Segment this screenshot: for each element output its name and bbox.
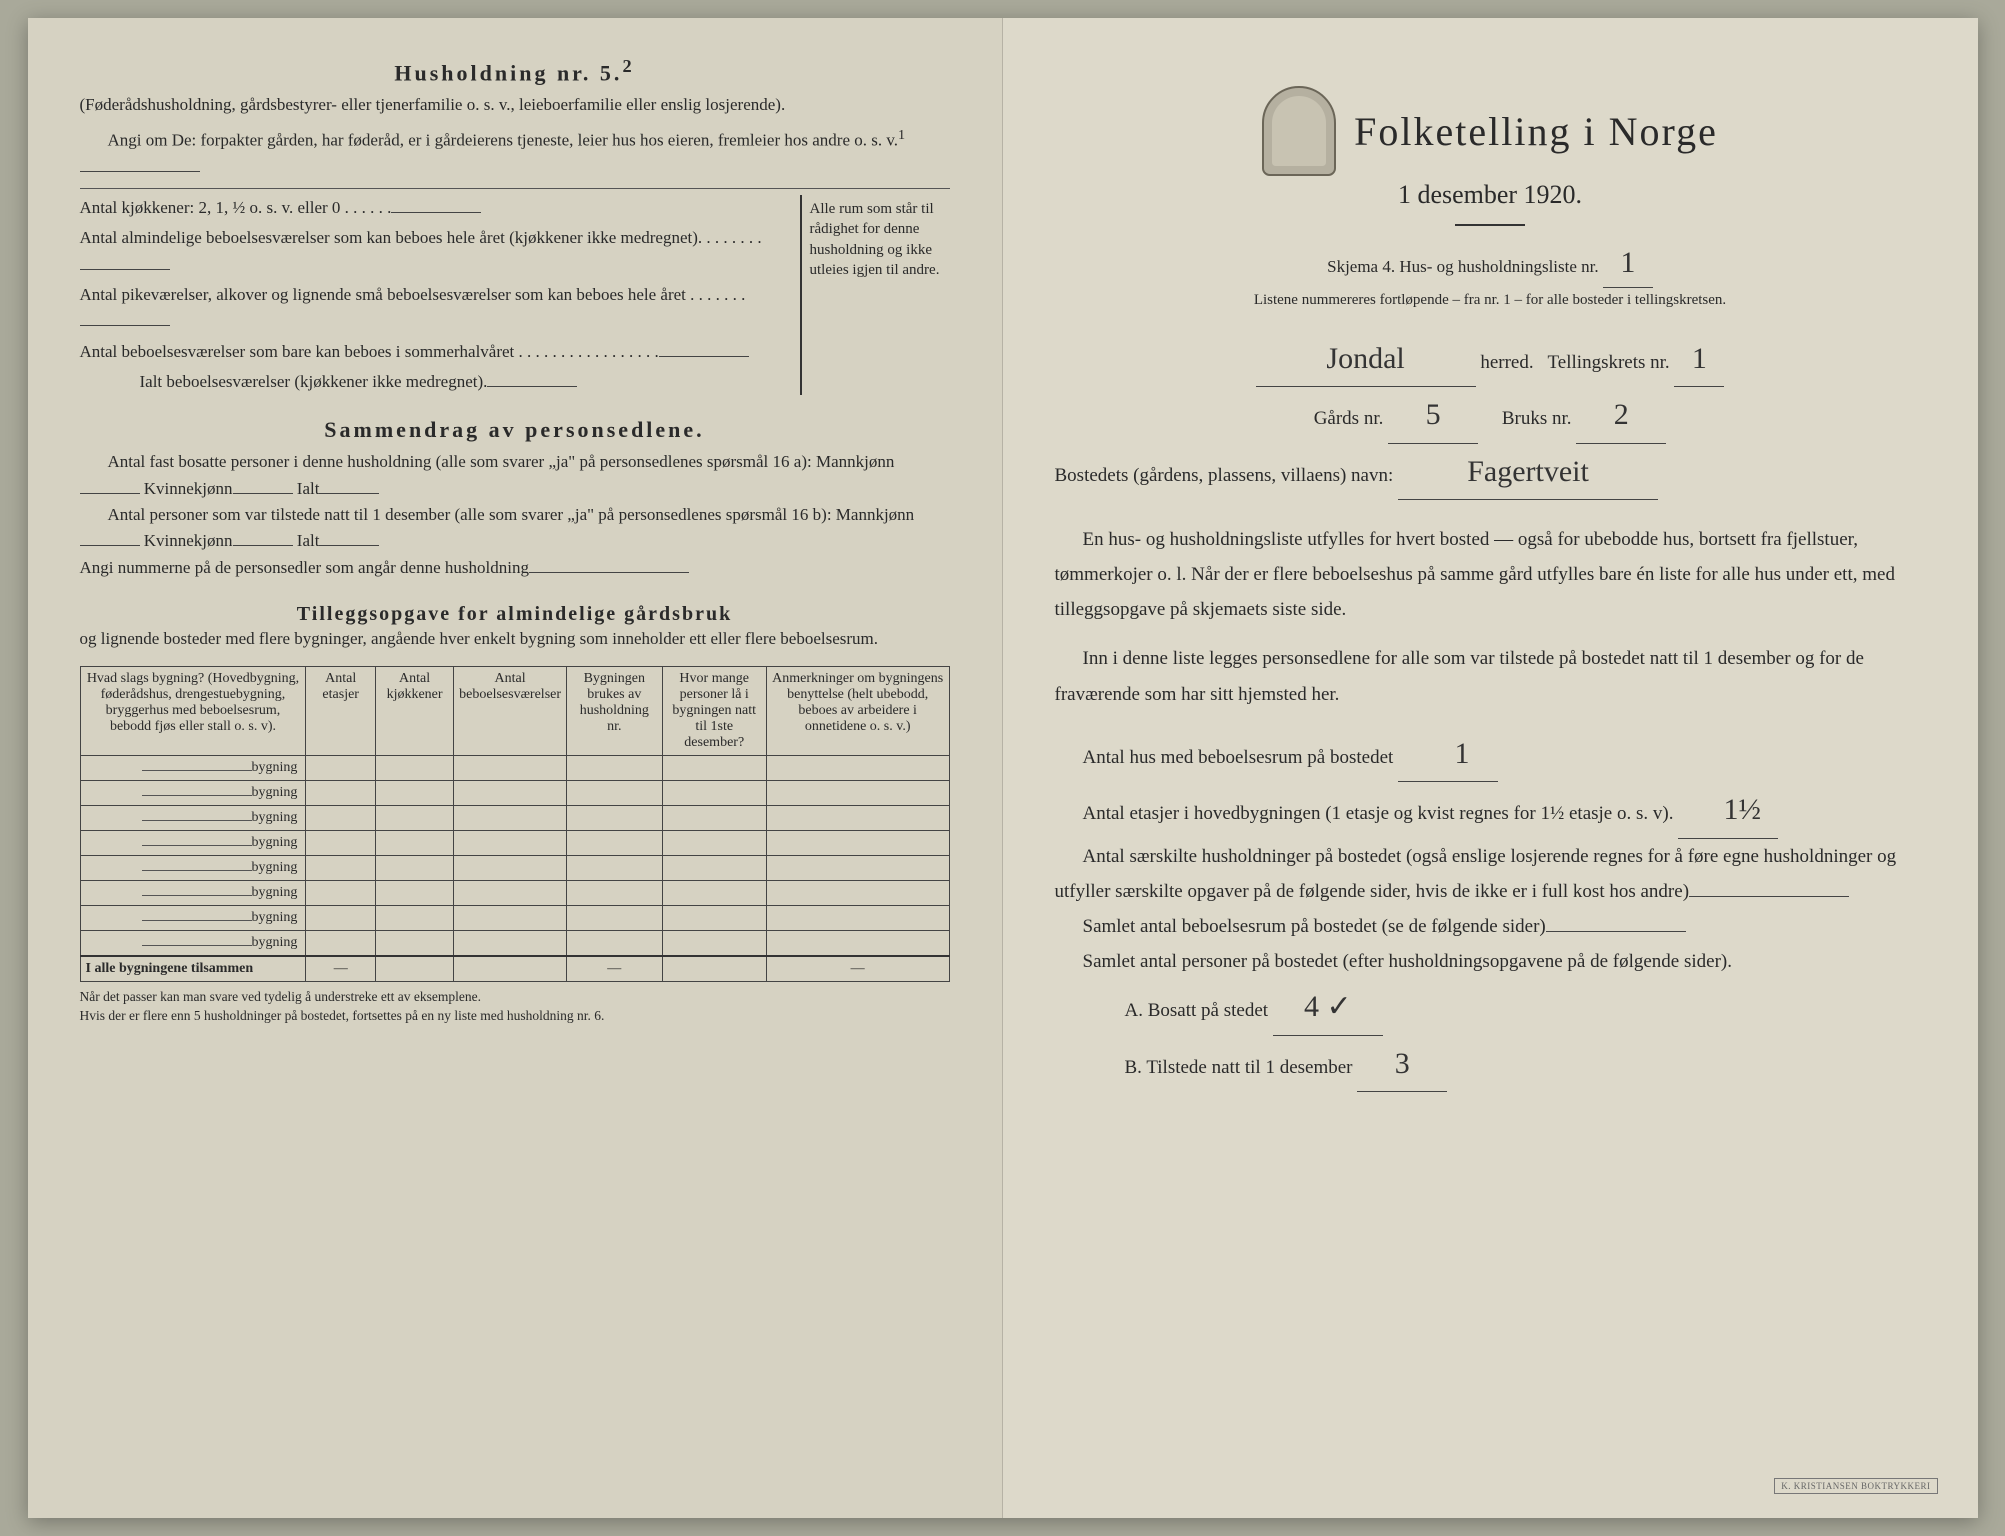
brace-note: Alle rum som står til rådighet for denne…: [800, 195, 950, 395]
antal-hus-value: 1: [1398, 726, 1498, 783]
th-etasjer: Antal etasjer: [306, 667, 376, 756]
bygning-table: Hvad slags bygning? (Hovedbygning, føder…: [80, 666, 950, 982]
tillegg-title: Tilleggsopgave for almindelige gårdsbruk: [297, 603, 732, 625]
tillegg-sub: og lignende bosteder med flere bygninger…: [80, 626, 950, 652]
a-value: 4 ✓: [1273, 979, 1383, 1036]
coat-of-arms-icon: [1262, 86, 1336, 176]
table-row: bygning: [80, 856, 949, 881]
saerskilte-line: Antal særskilte husholdninger på bostede…: [1055, 839, 1926, 909]
th-kjokken: Antal kjøkkener: [375, 667, 453, 756]
samlet-pers-line: Samlet antal personer på bostedet (efter…: [1055, 944, 1926, 979]
antal-hus-line: Antal hus med beboelsesrum på bostedet 1: [1055, 726, 1926, 783]
room-count-block: Antal kjøkkener: 2, 1, ½ o. s. v. eller …: [80, 195, 950, 395]
table-row: bygning: [80, 831, 949, 856]
th-bygning: Hvad slags bygning? (Hovedbygning, føder…: [80, 667, 306, 756]
table-row: bygning: [80, 756, 949, 781]
th-anmerk: Anmerkninger om bygningens benyttelse (h…: [766, 667, 949, 756]
table-row: bygning: [80, 806, 949, 831]
table-row: bygning: [80, 931, 949, 957]
th-personer: Hvor mange personer lå i bygningen natt …: [662, 667, 766, 756]
husholdning5-angi: Angi om De: forpakter gården, har føderå…: [80, 125, 950, 180]
b-line: B. Tilstede natt til 1 desember 3: [1055, 1036, 1926, 1093]
table-row: bygning: [80, 881, 949, 906]
total-label: I alle bygningene tilsammen: [80, 956, 306, 982]
sammendrag-line1: Antal fast bosatte personer i denne hush…: [80, 449, 950, 502]
etasjer-line: Antal etasjer i hovedbygningen (1 etasje…: [1055, 782, 1926, 839]
document-spread: Husholdning nr. 5.2 (Føderådshusholdning…: [28, 18, 1978, 1518]
main-title: Folketelling i Norge: [1354, 108, 1718, 155]
gards-line: Gårds nr. 5 Bruks nr. 2: [1055, 387, 1926, 444]
th-beboelse: Antal beboelsesværelser: [454, 667, 567, 756]
bosted-value: Fagertveit: [1398, 444, 1658, 501]
sammendrag-line3: Angi nummerne på de personsedler som ang…: [80, 555, 950, 581]
skjema-line: Skjema 4. Hus- og husholdningsliste nr. …: [1055, 240, 1926, 288]
listene-note: Listene nummereres fortløpende – fra nr.…: [1055, 292, 1926, 309]
para2: Inn i denne liste legges personsedlene f…: [1055, 641, 1926, 711]
husholdning5-paren: (Føderådshusholdning, gårdsbestyrer- ell…: [80, 92, 950, 118]
samlet-beb-line: Samlet antal beboelsesrum på bostedet (s…: [1055, 909, 1926, 944]
table-row: bygning: [80, 906, 949, 931]
husholdning5-title: Husholdning nr. 5.2: [80, 56, 950, 86]
right-page: Folketelling i Norge 1 desember 1920. Sk…: [1003, 18, 1978, 1518]
sammendrag-line2: Antal personer som var tilstede natt til…: [80, 502, 950, 555]
etasjer-value: 1½: [1678, 782, 1778, 839]
a-line: A. Bosatt på stedet 4 ✓: [1055, 979, 1926, 1036]
left-page: Husholdning nr. 5.2 (Føderådshusholdning…: [28, 18, 1003, 1518]
table-row: bygning: [80, 781, 949, 806]
th-hushold: Bygningen brukes av husholdning nr.: [567, 667, 663, 756]
para1: En hus- og husholdningsliste utfylles fo…: [1055, 522, 1926, 627]
herred-line: Jondal herred. Tellingskrets nr. 1: [1055, 331, 1926, 388]
b-value: 3: [1357, 1036, 1447, 1093]
bruks-nr: 2: [1576, 387, 1666, 444]
footnote: Når det passer kan man svare ved tydelig…: [80, 988, 950, 1024]
herred-value: Jondal: [1256, 331, 1476, 388]
gards-nr: 5: [1388, 387, 1478, 444]
printer-stamp: K. KRISTIANSEN BOKTRYKKERI: [1774, 1478, 1937, 1494]
sammendrag-title: Sammendrag av personsedlene.: [80, 417, 950, 443]
skjema-nr: 1: [1603, 240, 1653, 288]
bosted-line: Bostedets (gårdens, plassens, villaens) …: [1055, 444, 1926, 501]
tellingskrets-nr: 1: [1674, 331, 1724, 388]
subtitle: 1 desember 1920.: [1055, 180, 1926, 210]
